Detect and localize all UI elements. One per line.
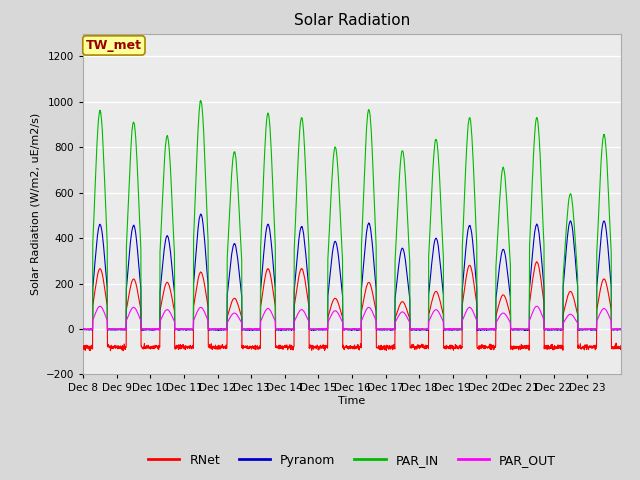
- X-axis label: Time: Time: [339, 396, 365, 406]
- Text: TW_met: TW_met: [86, 39, 142, 52]
- Legend: RNet, Pyranom, PAR_IN, PAR_OUT: RNet, Pyranom, PAR_IN, PAR_OUT: [143, 449, 561, 472]
- Title: Solar Radiation: Solar Radiation: [294, 13, 410, 28]
- Y-axis label: Solar Radiation (W/m2, uE/m2/s): Solar Radiation (W/m2, uE/m2/s): [30, 113, 40, 295]
